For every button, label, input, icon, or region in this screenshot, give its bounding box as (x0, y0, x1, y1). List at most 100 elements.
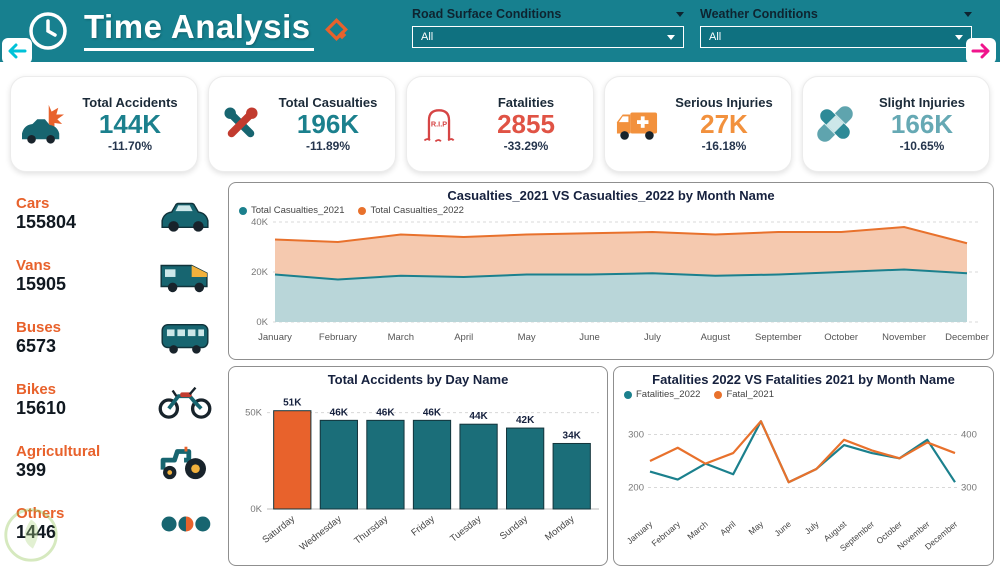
vehicle-label: Bikes (16, 381, 57, 398)
svg-text:April: April (454, 332, 473, 343)
svg-text:August: August (701, 332, 731, 343)
svg-text:300: 300 (628, 430, 644, 441)
svg-text:Friday: Friday (409, 514, 437, 539)
svg-text:Thursday: Thursday (352, 514, 390, 547)
car-icon (156, 194, 214, 234)
vehicle-value: 1446 (16, 522, 64, 543)
kpi-title: Total Accidents (82, 94, 178, 110)
svg-text:July: July (803, 518, 822, 536)
svg-text:Tuesday: Tuesday (448, 514, 483, 545)
kpi-serious-injuries[interactable]: Serious Injuries 27K -16.18% (604, 76, 792, 172)
chevron-down-icon[interactable] (676, 11, 684, 17)
kpi-fatalities[interactable]: R.I.P Fatalities 2855 -33.29% (406, 76, 594, 172)
chevron-down-icon (667, 34, 675, 40)
kpi-total-casualties[interactable]: Total Casualties 196K -11.89% (208, 76, 396, 172)
svg-text:46K: 46K (330, 407, 349, 418)
kpi-title: Fatalities (497, 94, 555, 110)
kpi-total-accidents[interactable]: Total Accidents 144K -11.70% (10, 76, 198, 172)
tombstone-icon: R.I.P (415, 103, 463, 145)
svg-text:Sunday: Sunday (498, 514, 530, 543)
list-item-cars[interactable]: Cars 155804 (16, 183, 214, 245)
tools-icon (217, 103, 265, 145)
svg-text:50K: 50K (245, 408, 263, 419)
left-arrow-icon (8, 43, 27, 59)
kpi-value: 166K (890, 108, 954, 139)
tractor-icon (156, 441, 214, 483)
area-chart-title: Casualties_2021 VS Casualties_2022 by Mo… (447, 188, 775, 203)
svg-text:42K: 42K (516, 415, 535, 426)
road-surface-dropdown[interactable]: All (412, 26, 684, 48)
legend-item-fatal-2021[interactable]: Fatal_2021 (714, 389, 774, 400)
diamond-icon (322, 14, 352, 51)
forward-arrow-button[interactable] (966, 38, 996, 64)
kpi-delta: -11.70% (107, 139, 153, 154)
svg-text:400: 400 (961, 430, 977, 441)
kpi-delta: -11.89% (305, 139, 351, 154)
bus-icon (156, 319, 214, 357)
line-chart-legend: Fatalities_2022 Fatal_2021 (624, 389, 993, 400)
svg-text:April: April (718, 519, 738, 538)
svg-text:March: March (685, 519, 710, 542)
vehicle-value: 399 (16, 460, 47, 480)
ambulance-icon (613, 103, 661, 145)
road-surface-filter-label: Road Surface Conditions (412, 7, 684, 21)
svg-text:0K: 0K (256, 317, 268, 328)
vehicle-breakdown-list: Cars 155804 Vans 15905 Buses (16, 183, 214, 555)
vehicle-value: 6573 (16, 336, 57, 356)
clock-icon (26, 9, 70, 58)
list-item-agricultural[interactable]: Agricultural 399 (16, 431, 214, 493)
list-item-buses[interactable]: Buses 6573 (16, 307, 214, 369)
legend-item-casualties-2021[interactable]: Total Casualties_2021 (239, 205, 344, 216)
legend-item-casualties-2022[interactable]: Total Casualties_2022 (358, 205, 464, 216)
area-chart[interactable]: 0K 20K 40K January February March April May June… (229, 216, 989, 348)
list-item-bikes[interactable]: Bikes 15610 (16, 369, 214, 431)
bar-chart[interactable]: 0K 50K 51K Saturday 46K Wednesday 46K Thursday 4… (229, 387, 605, 559)
svg-text:November: November (882, 332, 926, 343)
motorcycle-icon (156, 380, 214, 420)
fatalities-line-chart-panel: Fatalities 2022 VS Fatalities 2021 by Mo… (613, 366, 994, 566)
svg-text:February: February (319, 332, 357, 343)
vehicle-value: 15905 (16, 274, 67, 294)
vehicle-label: Vans (16, 257, 52, 274)
car-crash-icon (19, 103, 67, 145)
svg-text:200: 200 (628, 483, 644, 494)
svg-text:Saturday: Saturday (260, 514, 297, 546)
kpi-value: 144K (98, 108, 162, 139)
legend-dot (239, 206, 247, 215)
chevron-down-icon[interactable] (964, 11, 972, 17)
list-item-others[interactable]: Others 1446 (16, 493, 214, 555)
kpi-delta: -10.65% (899, 139, 945, 154)
kpi-value: 2855 (497, 108, 555, 139)
kpi-card-row: Total Accidents 144K -11.70% Total Casua… (10, 76, 990, 172)
vehicle-label: Buses (16, 319, 62, 336)
svg-text:Wednesday: Wednesday (298, 514, 344, 554)
svg-text:September: September (755, 332, 801, 343)
list-item-vans[interactable]: Vans 15905 (16, 245, 214, 307)
vehicle-label: Others (16, 505, 65, 522)
weather-filter-label: Weather Conditions (700, 7, 972, 21)
svg-text:June: June (772, 519, 793, 539)
svg-text:June: June (579, 332, 600, 343)
back-arrow-button[interactable] (2, 38, 32, 64)
van-icon (156, 256, 214, 296)
watermark-logo (0, 504, 62, 571)
kpi-slight-injuries[interactable]: Slight Injuries 166K -10.65% (802, 76, 990, 172)
casualties-area-chart-panel: Casualties_2021 VS Casualties_2022 by Mo… (228, 182, 994, 360)
vehicle-label: Cars (16, 195, 50, 212)
weather-filter: Weather Conditions All (700, 7, 972, 48)
vehicle-label: Agricultural (16, 443, 101, 460)
header-bar: Time Analysis Road Surface Conditions Al… (0, 0, 1000, 62)
kpi-value: 196K (296, 108, 360, 139)
svg-text:40K: 40K (251, 217, 269, 228)
svg-text:May: May (746, 518, 765, 536)
line-chart-title: Fatalities 2022 VS Fatalities 2021 by Mo… (652, 372, 955, 387)
svg-text:R.I.P: R.I.P (431, 120, 447, 129)
legend-dot (624, 390, 632, 399)
svg-text:34K: 34K (563, 430, 582, 441)
svg-text:20K: 20K (251, 267, 269, 278)
svg-text:March: March (388, 332, 414, 343)
area-chart-legend: Total Casualties_2021 Total Casualties_2… (239, 205, 993, 216)
legend-item-fatalities-2022[interactable]: Fatalities_2022 (624, 389, 700, 400)
weather-dropdown[interactable]: All (700, 26, 972, 48)
